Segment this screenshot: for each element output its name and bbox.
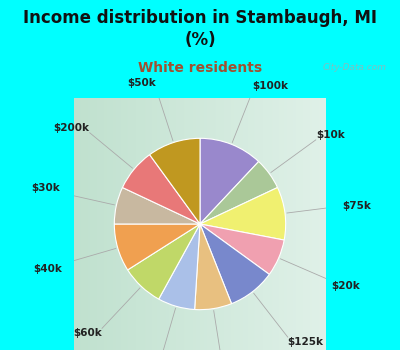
Text: $75k: $75k	[342, 201, 371, 211]
Wedge shape	[114, 188, 200, 224]
Wedge shape	[128, 224, 200, 299]
Wedge shape	[200, 224, 284, 274]
Wedge shape	[114, 224, 200, 270]
Wedge shape	[159, 224, 200, 309]
Text: $200k: $200k	[54, 123, 90, 133]
Wedge shape	[150, 138, 200, 224]
Wedge shape	[195, 224, 232, 310]
Text: $100k: $100k	[253, 81, 289, 91]
Wedge shape	[200, 188, 286, 240]
Wedge shape	[200, 138, 259, 224]
Text: $125k: $125k	[288, 337, 324, 347]
Text: $20k: $20k	[331, 281, 360, 291]
Text: White residents: White residents	[138, 61, 262, 75]
Text: $50k: $50k	[127, 78, 156, 88]
Wedge shape	[200, 162, 278, 224]
Wedge shape	[122, 155, 200, 224]
Text: $40k: $40k	[34, 264, 62, 274]
Text: $60k: $60k	[73, 328, 102, 338]
Text: $30k: $30k	[32, 183, 60, 193]
Text: City-Data.com: City-Data.com	[322, 63, 386, 72]
Text: Income distribution in Stambaugh, MI
(%): Income distribution in Stambaugh, MI (%)	[23, 9, 377, 49]
Wedge shape	[200, 224, 269, 304]
Text: $10k: $10k	[316, 130, 344, 140]
